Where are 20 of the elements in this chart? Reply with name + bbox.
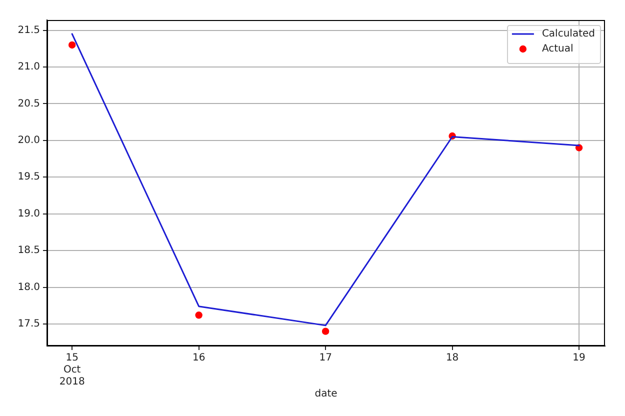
- y-tick-label: 21.0: [18, 62, 40, 73]
- legend-label: Actual: [542, 44, 574, 55]
- y-tick-label: 20.5: [18, 98, 40, 110]
- x-tick-label: 15 Oct 2018: [59, 352, 85, 388]
- x-tick-label: 19: [572, 352, 586, 364]
- point: [68, 41, 76, 49]
- y-tick-label: 18.0: [18, 282, 40, 293]
- x-tick-label: 16: [192, 352, 206, 364]
- x-tick-label: 17: [319, 352, 332, 364]
- y-tick-label: 19.5: [18, 172, 40, 183]
- x-tick-label: 18: [446, 352, 459, 364]
- y-tick-label: 20.0: [18, 135, 40, 146]
- point: [195, 312, 202, 319]
- point: [322, 328, 330, 335]
- y-tick-label: 17.5: [18, 318, 40, 330]
- x-axis-title: date: [314, 388, 338, 400]
- y-tick-label: 18.5: [18, 245, 40, 256]
- y-tick-label: 19.0: [18, 208, 40, 220]
- y-tick-label: 21.5: [18, 24, 40, 36]
- legend-label: Calculated: [542, 28, 596, 40]
